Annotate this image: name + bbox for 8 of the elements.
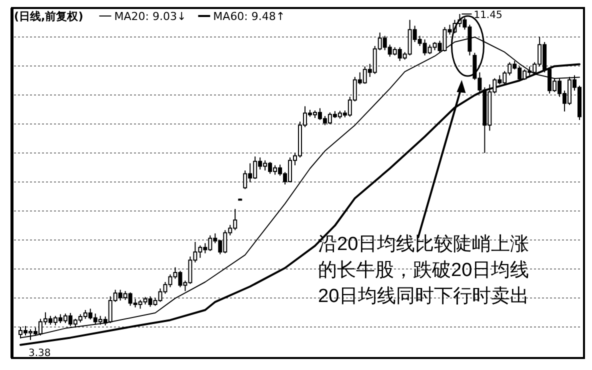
legend-label: MA20: 9.03↓ bbox=[114, 10, 186, 23]
annotation: 沿20日均线比较陡峭上涨 bbox=[318, 234, 530, 255]
annotation: 20日均线同时下行时卖出 bbox=[318, 286, 530, 307]
annotation: 11.45 bbox=[474, 10, 502, 21]
legend-label: MA60: 9.48↑ bbox=[213, 10, 286, 23]
chart-title: (日线,前复权) bbox=[14, 10, 84, 23]
annotation: 的长牛股，跌破20日均线 bbox=[318, 260, 530, 281]
text: 3.38 bbox=[28, 348, 51, 359]
